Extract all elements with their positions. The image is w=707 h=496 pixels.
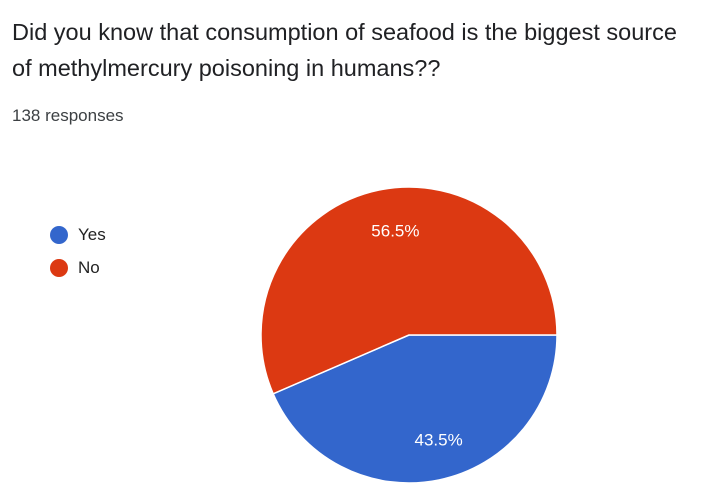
pie-label-yes: 43.5% [415,430,463,449]
legend-item-yes: Yes [50,218,106,251]
pie-slice-yes [272,334,558,484]
response-count: 138 responses [12,106,124,125]
pie-slice-no [260,186,558,395]
legend-label-no: No [78,257,100,277]
legend-item-no: No [50,251,106,284]
question-title: Did you know that consumption of seafood… [12,19,677,81]
pie-label-no: 56.5% [371,222,419,241]
legend-label-yes: Yes [78,224,106,244]
legend-swatch-yes [50,225,68,244]
legend-swatch-no [50,258,68,277]
chart-legend: Yes No [50,218,106,284]
